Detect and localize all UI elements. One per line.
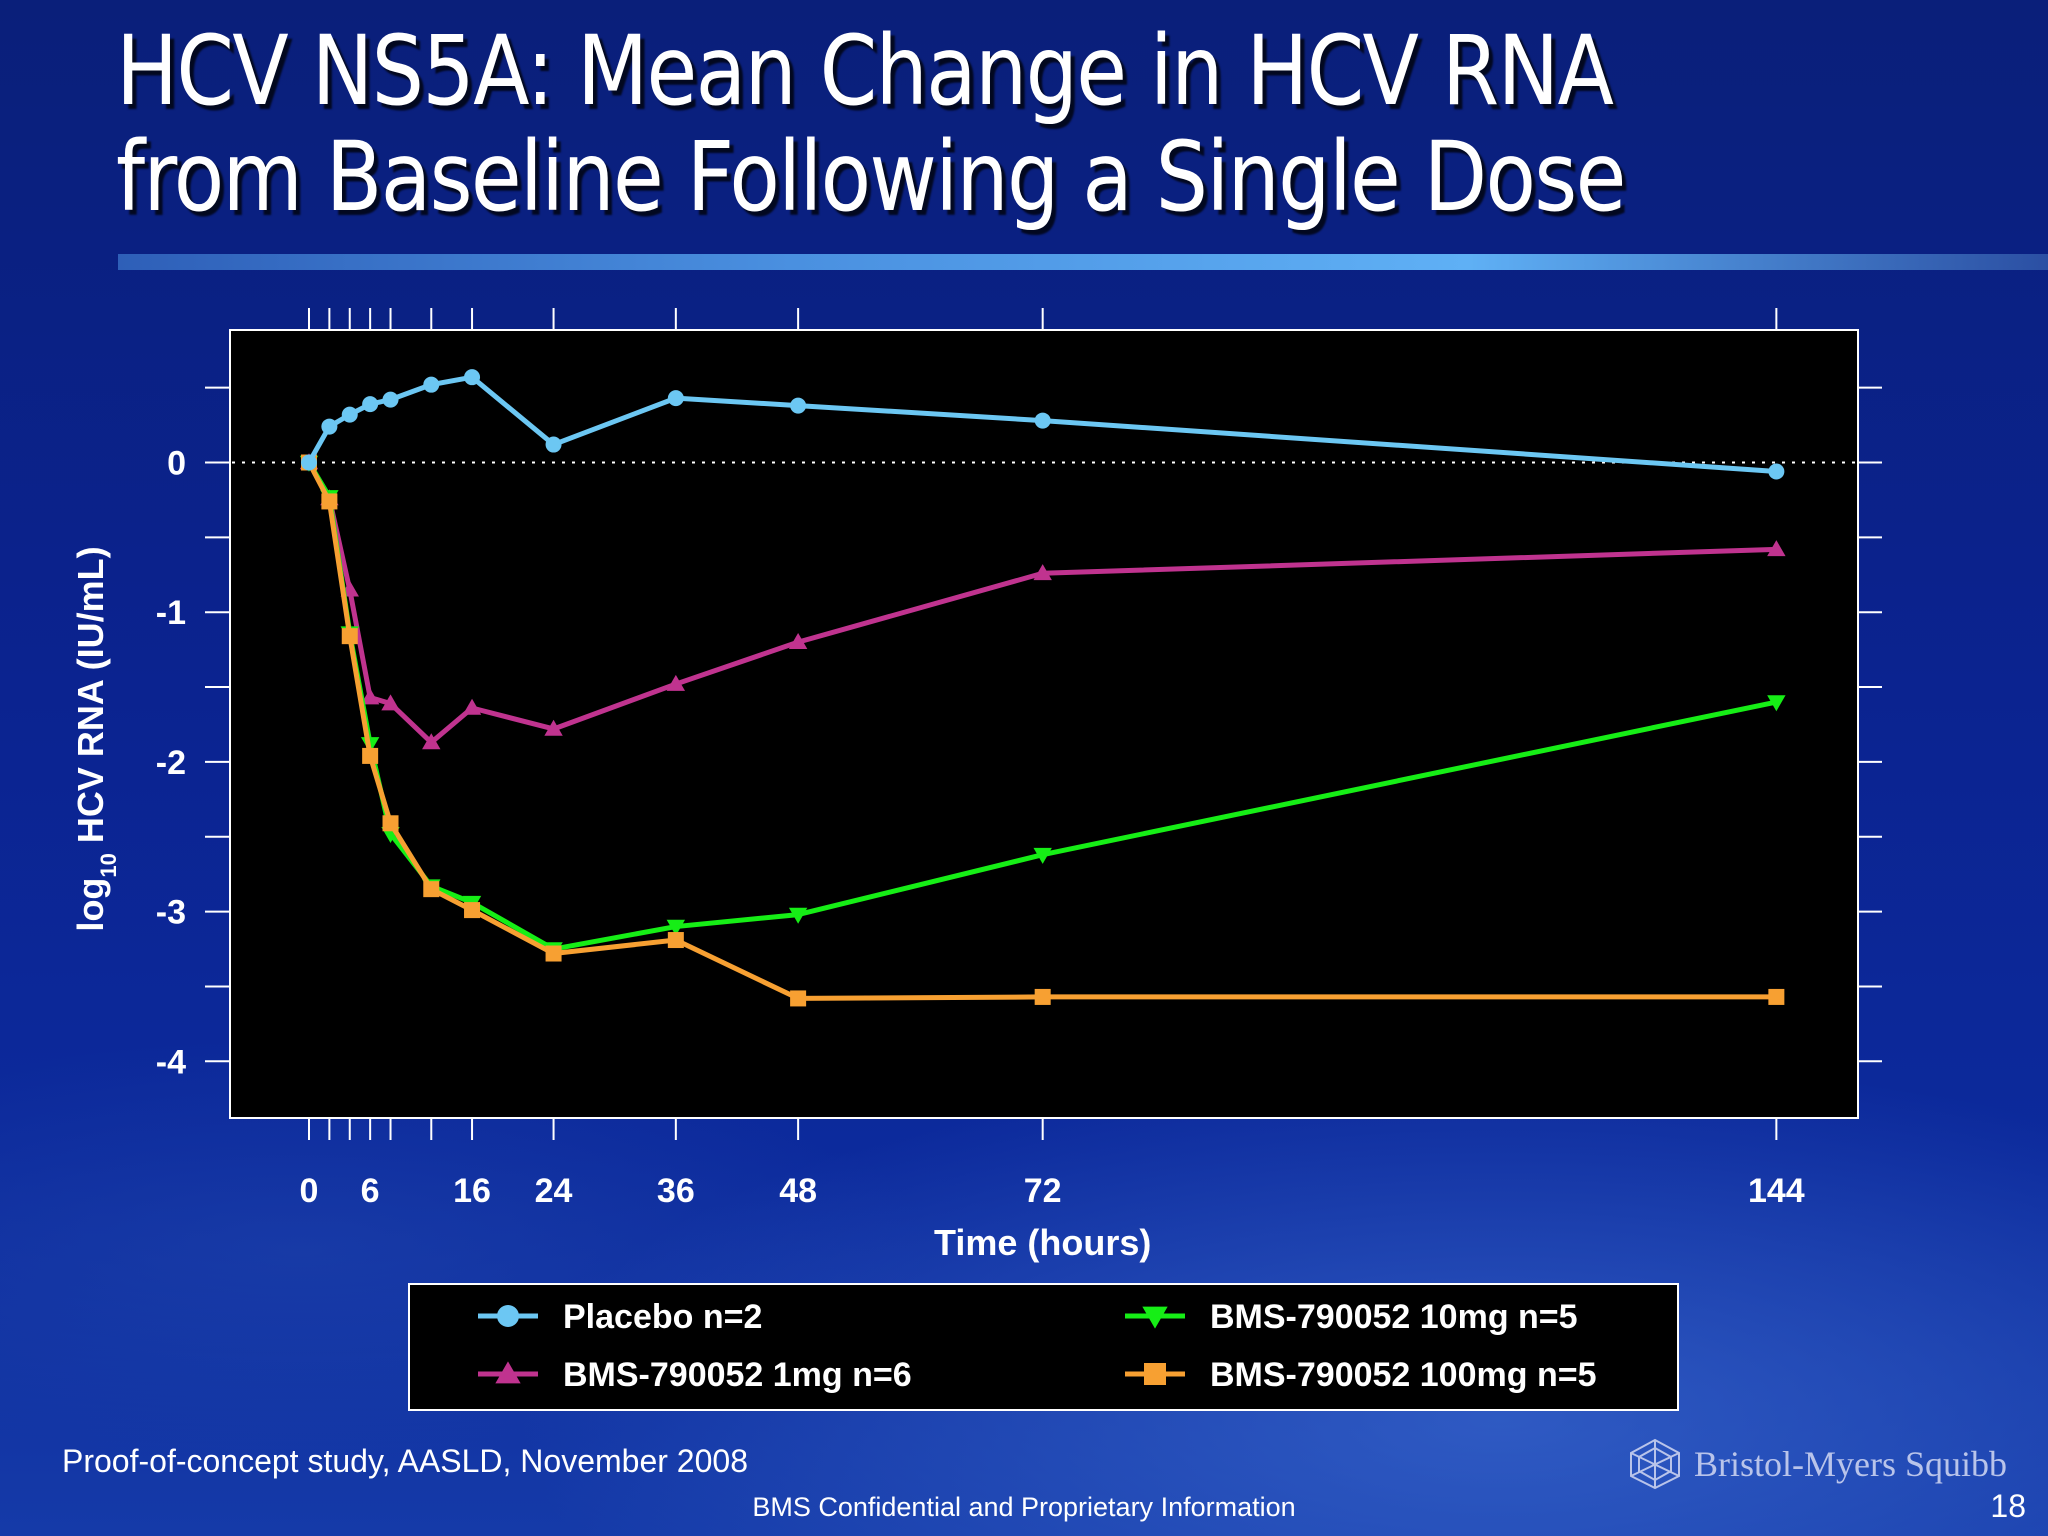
y-tick-labels: 0 -1 -2 -3 -4 [156,445,186,1082]
series-line [306,461,1777,745]
y-axis-label-log: log [70,878,111,932]
x-tick-label: 72 [1024,1172,1062,1210]
legend-marker [1142,1306,1168,1329]
legend-label: Placebo n=2 [563,1298,762,1336]
data-point [423,881,440,898]
data-point [1768,463,1785,480]
legend-item: Placebo n=2 [478,1298,762,1336]
legend-item: BMS-790052 10mg n=5 [1125,1298,1578,1336]
data-point [1033,847,1052,864]
logo-icon [1630,1438,1680,1490]
x-axis-label: Time (hours) [934,1222,1151,1263]
footnote: Proof-of-concept study, AASLD, November … [62,1443,748,1479]
data-point [545,436,562,453]
x-tick-label: 0 [300,1172,319,1210]
data-point [666,919,686,936]
data-point [788,632,808,649]
data-point [1767,695,1786,712]
title-line-2: from Baseline Following a Single Dose [116,121,1626,233]
data-point [1767,540,1786,557]
data-point [667,390,684,407]
x-tick-labels: 0 6 16 24 36 48 72 144 [300,1172,1805,1210]
data-point [464,902,481,919]
data-point [544,719,563,736]
plot-area [229,329,1859,1119]
data-point [301,454,317,471]
title-divider [118,254,2048,270]
legend-label: BMS-790052 100mg n=5 [1210,1356,1596,1394]
x-tick-label: 144 [1748,1172,1805,1210]
axis-ticks [205,308,1882,1140]
y-axis-label: log10 HCV RNA (IU/mL) [70,546,121,931]
x-tick-label: 48 [779,1172,817,1210]
slide-number: 18 [1990,1488,2026,1524]
data-point [382,391,399,408]
data-point [462,698,482,715]
data-point [423,376,440,393]
x-tick-label: 6 [361,1172,380,1210]
company-logo: Bristol-Myers Squibb [1626,1438,2007,1490]
legend-marker [497,1305,519,1327]
data-point [321,418,338,435]
data-point [362,396,379,413]
data-point [1768,988,1785,1005]
data-point [1033,564,1052,581]
y-axis-label-rest: HCV RNA (IU/mL) [70,546,111,853]
data-point [790,990,807,1007]
x-tick-label: 36 [657,1172,695,1210]
data-point [1034,988,1051,1005]
legend-items: Placebo n=2 BMS-790052 1mg n=6 BMS-790052 … [478,1298,1596,1394]
data-point [341,406,358,423]
data-point [464,369,481,386]
title-line-1: HCV NS5A: Mean Change in HCV RNA [116,15,1614,127]
logo-text: Bristol-Myers Squibb [1694,1444,2008,1484]
legend-marker [1144,1363,1166,1385]
data-point [321,493,338,510]
legend-label: BMS-790052 10mg n=5 [1210,1298,1578,1336]
data-point [788,907,808,924]
x-tick-label: 24 [535,1172,573,1210]
data-point [362,747,379,764]
legend-item: BMS-790052 1mg n=6 [478,1356,912,1394]
series-1 [301,369,1785,480]
y-tick-label: 0 [167,445,186,483]
series-line [306,461,1777,1001]
legend-label: BMS-790052 1mg n=6 [563,1356,912,1394]
legend [408,1283,1679,1411]
data-point [790,397,807,414]
legend-marker [495,1361,521,1384]
data-point [422,733,441,750]
data-point [1034,412,1051,429]
y-tick-label: -3 [156,894,186,932]
y-tick-label: -1 [156,594,186,632]
data-point [382,815,399,832]
data-point [341,628,358,645]
y-tick-label: -4 [156,1043,186,1081]
data-point [666,674,686,691]
data-point [667,932,684,949]
x-tick-label: 16 [453,1172,491,1210]
confidential-notice: BMS Confidential and Proprietary Informa… [752,1492,1296,1522]
data-point [360,688,380,705]
y-tick-label: -2 [156,744,186,782]
data-point [545,945,562,962]
data-point [381,694,400,711]
y-axis-label-subscript: 10 [96,853,121,877]
legend-item: BMS-790052 100mg n=5 [1125,1356,1596,1394]
slide-title: HCV NS5A: Mean Change in HCV RNA from Ba… [116,18,1707,230]
series-group [299,369,1786,1007]
